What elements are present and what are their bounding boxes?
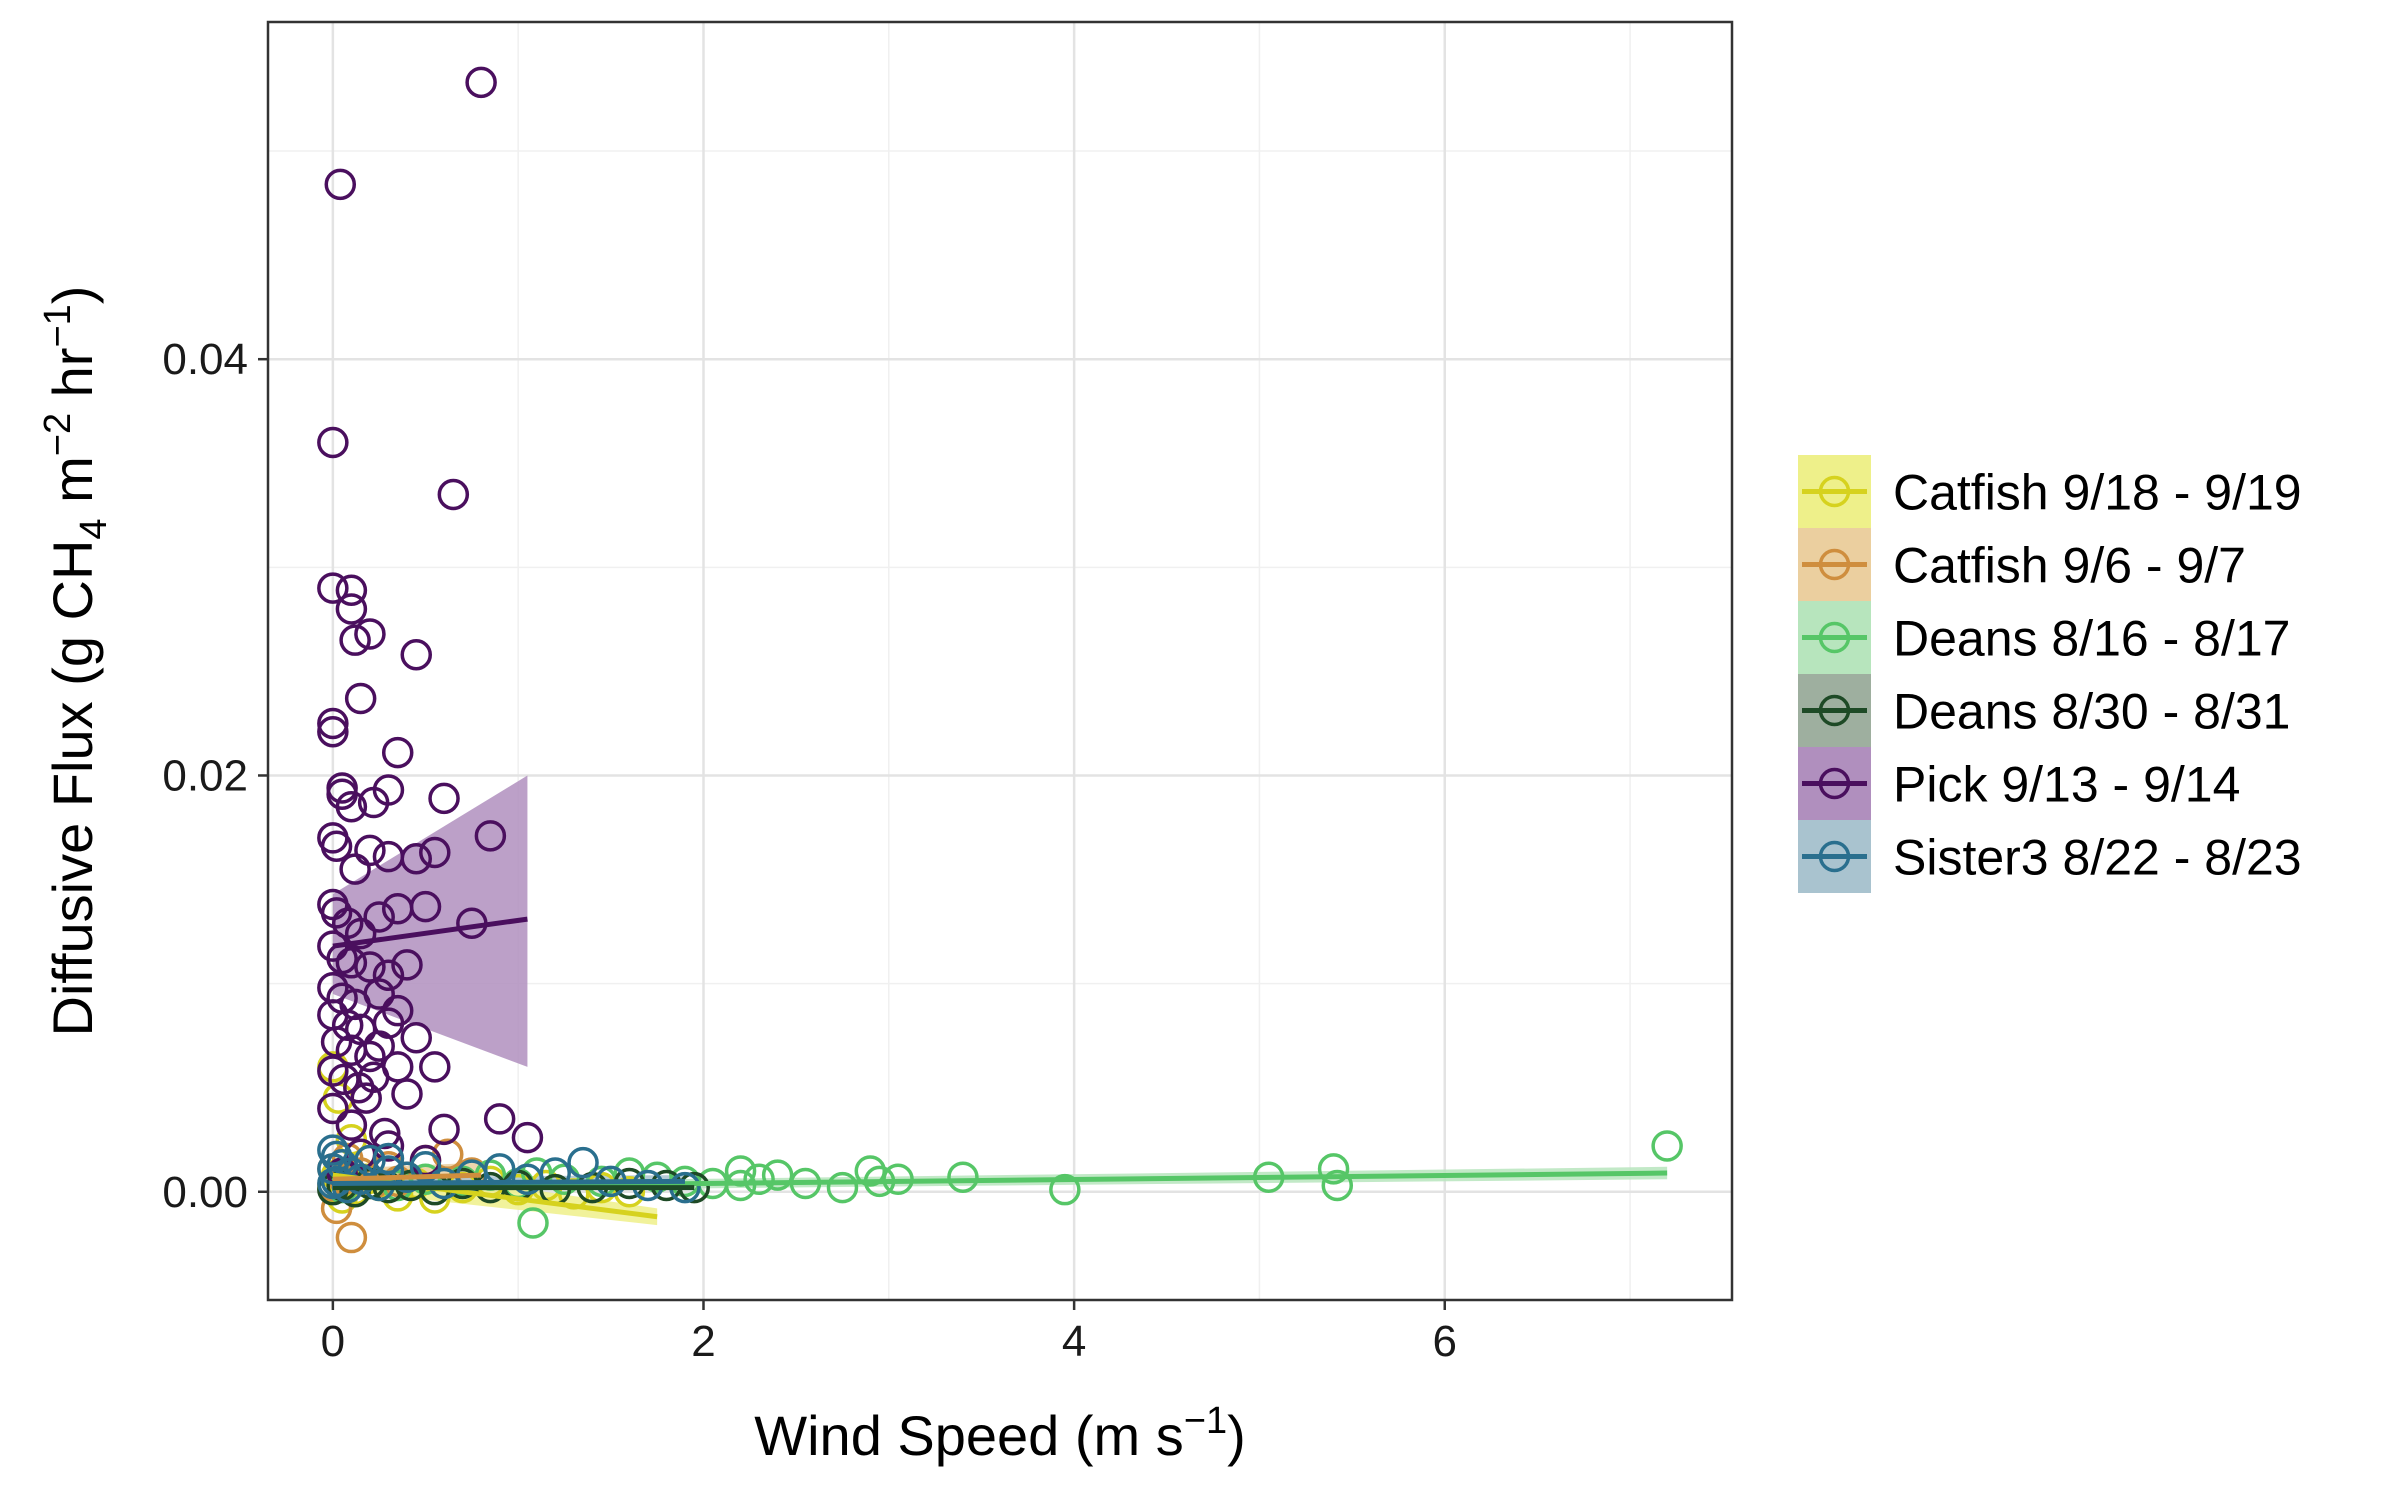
data-point-5 (567, 1146, 599, 1179)
fit-lines (332, 916, 1668, 1220)
data-point-4 (335, 593, 368, 625)
data-point-2 (1049, 1173, 1081, 1206)
data-point-4 (391, 1078, 423, 1110)
data-point-4 (335, 790, 368, 823)
legend-key-marker (1818, 767, 1851, 800)
data-point-4 (428, 1113, 460, 1146)
data-point-2 (548, 1163, 581, 1196)
data-point-4 (339, 624, 371, 656)
fit-line-4 (332, 916, 528, 949)
data-point-4 (328, 1063, 360, 1096)
data-point-4 (344, 917, 377, 950)
data-point-4 (320, 897, 353, 929)
data-point-4 (335, 947, 368, 979)
legend-key-marker (1818, 694, 1851, 727)
data-point-4 (368, 1117, 401, 1150)
legend-label: Sister3 8/22 - 8/23 (1893, 830, 2302, 886)
data-point-2 (947, 1161, 979, 1193)
data-point-4 (363, 1030, 395, 1062)
fit-line-1 (332, 1172, 482, 1182)
data-point-2 (826, 1171, 859, 1204)
y-tick-label: 0.02 (162, 751, 248, 800)
legend-label: Catfish 9/18 - 9/19 (1893, 465, 2302, 521)
y-tick-label: 0.04 (162, 335, 248, 384)
data-point-4 (419, 1051, 451, 1083)
legend-key-marker (1818, 621, 1851, 654)
legend-label: Catfish 9/6 - 9/7 (1893, 538, 2246, 594)
panel-border (266, 20, 1734, 1302)
x-axis-ticks: 0 2 4 6 (321, 1300, 1457, 1366)
legend-label: Deans 8/16 - 8/17 (1893, 611, 2291, 667)
x-tick-label: 6 (1433, 1317, 1457, 1366)
data-point-4 (483, 1103, 516, 1135)
data-point-4 (317, 1092, 349, 1125)
x-tick-label: 0 (321, 1317, 345, 1366)
data-point-4 (324, 168, 357, 201)
data-point-4 (335, 574, 368, 606)
data-point-4 (400, 639, 433, 671)
data-point-2 (854, 1155, 887, 1187)
data-point-2 (1321, 1169, 1354, 1202)
data-point-4 (317, 426, 349, 459)
y-axis-title: Diffusive Flux (g CH4 m−2 hr−1) (37, 286, 115, 1037)
data-point-2 (1651, 1130, 1683, 1162)
data-point-4 (400, 1021, 433, 1054)
x-tick-label: 4 (1062, 1317, 1086, 1366)
data-point-4 (344, 682, 377, 715)
data-point-4 (350, 1082, 382, 1114)
data-point-1 (335, 1221, 368, 1254)
data-point-4 (381, 736, 414, 769)
data-point-4 (357, 786, 390, 819)
data-point-4 (511, 1121, 544, 1154)
data-point-4 (317, 707, 349, 740)
x-axis-title: Wind Speed (m s−1) (754, 1400, 1245, 1467)
data-point-4 (317, 716, 349, 748)
data-point-4 (335, 1109, 368, 1141)
data-point-4 (354, 1040, 386, 1073)
data-point-2 (1317, 1153, 1350, 1185)
legend-key-marker (1818, 475, 1851, 508)
data-point-4 (317, 572, 349, 604)
data-point-0 (613, 1176, 646, 1208)
legend-label: Pick 9/13 - 9/14 (1893, 757, 2240, 813)
data-point-4 (331, 1009, 364, 1042)
legend-key-marker (1818, 840, 1851, 873)
fit-line-5 (332, 1178, 685, 1186)
data-point-2 (761, 1159, 794, 1191)
data-point-4 (400, 842, 433, 875)
data-point-4 (474, 820, 507, 852)
data-point-5 (372, 1142, 405, 1175)
x-tick-label: 2 (691, 1317, 715, 1366)
data-point-2 (517, 1207, 549, 1239)
data-point-4 (354, 618, 386, 650)
y-tick-label: 0.00 (162, 1168, 248, 1217)
data-point-4 (419, 836, 451, 869)
data-point-5 (320, 1140, 353, 1173)
data-point-2 (743, 1163, 775, 1196)
legend-label: Deans 8/30 - 8/31 (1893, 684, 2291, 740)
data-point-4 (357, 1061, 390, 1094)
data-point-4 (320, 830, 353, 862)
legend: Catfish 9/18 - 9/19 Catfish 9/6 - 9/7 Dean… (1798, 455, 2302, 893)
data-point-4 (372, 959, 405, 992)
legend-key-marker (1818, 548, 1851, 581)
data-point-4 (428, 782, 460, 815)
data-point-4 (409, 890, 442, 923)
data-point-4 (363, 901, 395, 933)
data-point-4 (437, 478, 470, 511)
data-point-4 (363, 978, 395, 1010)
data-point-4 (465, 66, 497, 99)
data-point-4 (354, 951, 386, 983)
data-point-4 (391, 949, 423, 981)
data-point-4 (354, 834, 386, 867)
y-axis-ticks: 0.00 0.02 0.04 (162, 335, 268, 1217)
